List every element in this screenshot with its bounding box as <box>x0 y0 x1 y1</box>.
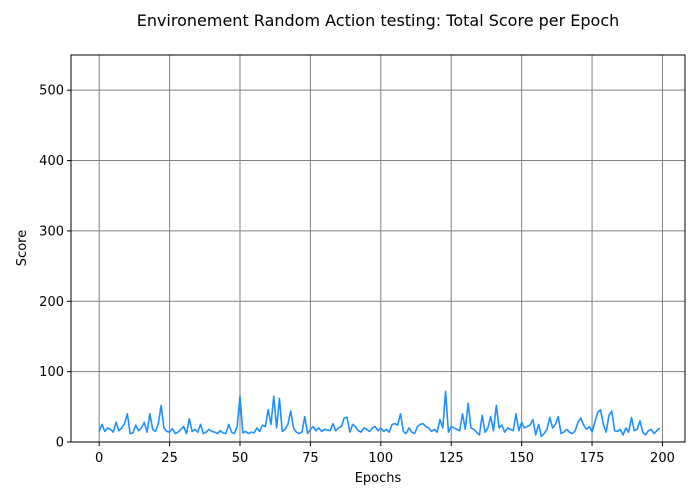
x-tick-label: 175 <box>580 451 605 466</box>
y-tick-label: 0 <box>56 436 64 451</box>
x-tick-label: 125 <box>439 451 464 466</box>
x-tick-label: 150 <box>509 451 534 466</box>
y-tick-label: 300 <box>39 224 64 239</box>
grid <box>71 55 685 443</box>
x-tick-label: 75 <box>302 451 319 466</box>
y-tick-label: 400 <box>39 154 64 169</box>
x-tick-label: 100 <box>368 451 393 466</box>
plot-area <box>98 390 661 438</box>
x-axis-label: Epochs <box>355 471 402 486</box>
series-line <box>98 390 661 438</box>
y-tick-label: 200 <box>39 295 64 310</box>
y-tick-label: 500 <box>39 84 64 99</box>
plot-frame <box>70 54 686 443</box>
x-axis-ticks: 0 25 50 75 100 125 150 175 200 <box>95 442 675 466</box>
chart-title: Environement Random Action testing: Tota… <box>137 11 620 30</box>
x-tick-label: 0 <box>95 451 103 466</box>
y-axis-ticks: 0 100 200 300 400 500 <box>39 84 71 451</box>
y-tick-label: 100 <box>39 365 64 380</box>
x-tick-label: 200 <box>650 451 675 466</box>
x-tick-label: 25 <box>161 451 178 466</box>
x-tick-label: 50 <box>232 451 249 466</box>
y-axis-label: Score <box>15 230 30 266</box>
